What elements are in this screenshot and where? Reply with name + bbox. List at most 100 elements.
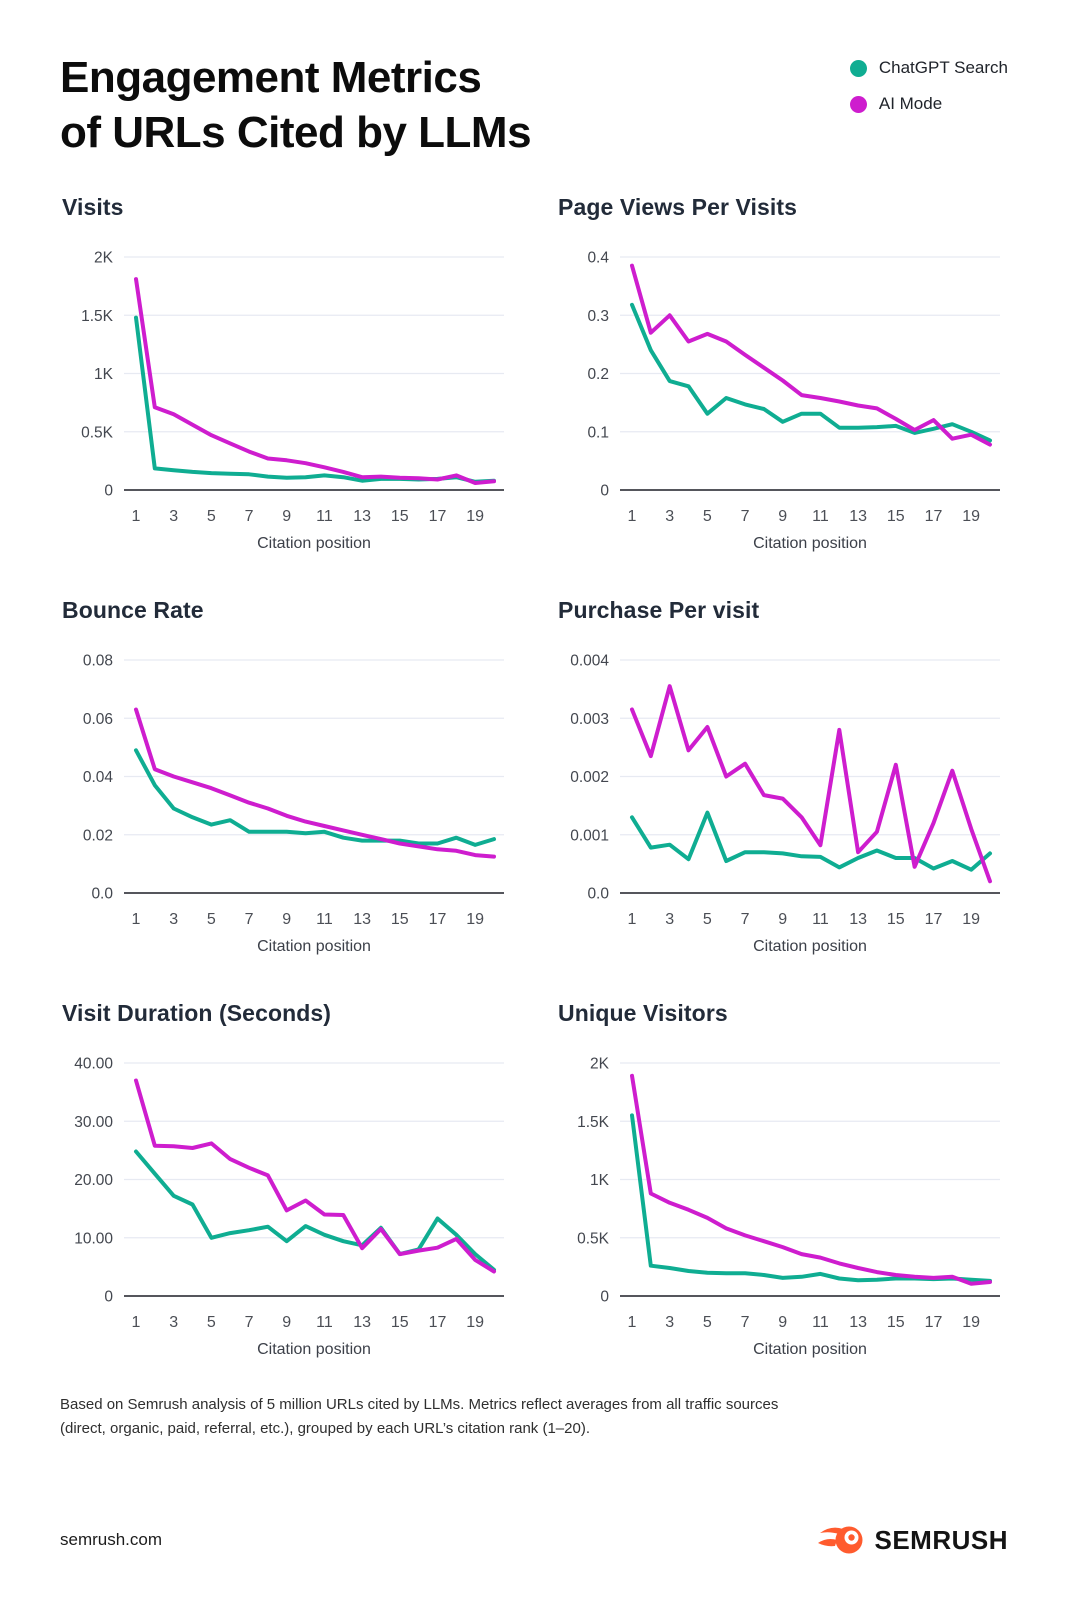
- x-tick-label: 9: [282, 1314, 291, 1331]
- x-tick-label: 7: [741, 508, 750, 525]
- x-tick-label: 17: [429, 1314, 447, 1331]
- y-tick-label: 30.00: [74, 1114, 113, 1131]
- x-tick-label: 11: [316, 1314, 333, 1331]
- footnote-line2: (direct, organic, paid, referral, etc.),…: [60, 1420, 590, 1437]
- y-tick-label: 0.08: [83, 653, 113, 670]
- y-tick-label: 0.0: [587, 886, 609, 903]
- x-tick-label: 9: [778, 1314, 787, 1331]
- chatgpt-series-line: [134, 315, 496, 484]
- x-tick-label: 1: [628, 1314, 637, 1331]
- x-tick-label: 11: [316, 508, 333, 525]
- footer: semrush.com SEMRUSH: [60, 1524, 1008, 1556]
- x-tick-label: 19: [466, 911, 484, 928]
- x-axis-title: Citation position: [753, 1341, 867, 1358]
- x-tick-label: 11: [812, 1314, 829, 1331]
- x-tick-label: 11: [812, 508, 829, 525]
- visit-duration-chart-block: Visit Duration (Seconds) 0 10.00 20.00 30.0…: [60, 1000, 512, 1359]
- x-tick-label: 3: [665, 508, 674, 525]
- x-tick-label: 7: [245, 508, 254, 525]
- x-tick-label: 11: [812, 911, 829, 928]
- x-tick-label: 19: [466, 1314, 484, 1331]
- y-tick-label: 2K: [94, 250, 114, 267]
- unique-visitors-chart-title: Unique Visitors: [558, 1000, 728, 1026]
- x-tick-label: 7: [245, 911, 254, 928]
- visit-duration-chart-title: Visit Duration (Seconds): [62, 1000, 332, 1026]
- legend-label-chatgpt-search: ChatGPT Search: [878, 58, 1008, 77]
- chatgpt-series-line: [630, 810, 992, 872]
- y-tick-label: 0.004: [570, 653, 609, 670]
- x-tick-label: 19: [466, 508, 484, 525]
- chatgpt-series-line: [134, 1149, 496, 1272]
- x-tick-label: 5: [207, 1314, 216, 1331]
- unique-visitors-chart-block: Unique Visitors 0 0.5K 1K 1.5K 2K 1 3 5 7 9 11 13 15…: [556, 1000, 1008, 1359]
- x-tick-label: 15: [391, 1314, 409, 1331]
- ai-mode-dot-icon: [849, 95, 867, 113]
- semrush-logo: SEMRUSH: [817, 1524, 1008, 1556]
- x-tick-label: 19: [962, 1314, 980, 1331]
- x-tick-label: 13: [353, 508, 371, 525]
- y-tick-label: 0.06: [83, 711, 113, 728]
- x-tick-label: 13: [353, 1314, 371, 1331]
- y-tick-label: 0.001: [570, 827, 609, 844]
- x-axis-title: Citation position: [753, 535, 867, 552]
- y-tick-label: 0.02: [83, 827, 113, 844]
- visits-chart-block: Visits 0 0.5K 1K 1.5K 2K 1 3 5 7 9 11 13 15 17 19 Citat…: [60, 194, 512, 553]
- x-axis-title: Citation position: [257, 535, 371, 552]
- y-tick-label: 1.5K: [577, 1114, 610, 1131]
- x-axis-title: Citation position: [257, 938, 371, 955]
- x-tick-label: 1: [628, 911, 637, 928]
- bounce-rate-chart: 0.00.020.040.060.081 3 5 7 9 11 13 15 17 19Citati…: [83, 653, 504, 955]
- bounce-rate-chart-title: Bounce Rate: [62, 597, 204, 623]
- x-tick-label: 3: [169, 911, 178, 928]
- x-tick-label: 11: [316, 911, 333, 928]
- x-tick-label: 1: [628, 508, 637, 525]
- x-tick-label: 9: [282, 911, 291, 928]
- x-tick-label: 13: [849, 508, 867, 525]
- y-tick-label: 20.00: [74, 1172, 113, 1189]
- aimode-series-line: [134, 277, 496, 485]
- x-tick-label: 17: [429, 911, 447, 928]
- footnote: Based on Semrush analysis of 5 million U…: [60, 1393, 800, 1441]
- legend: ChatGPT Search AI Mode: [849, 58, 1008, 114]
- charts-grid: Visits 0 0.5K 1K 1.5K 2K 1 3 5 7 9 11 13 15 17 19 Citat…: [60, 194, 1008, 1359]
- x-tick-label: 19: [962, 508, 980, 525]
- legend-label-ai-mode: AI Mode: [878, 94, 943, 113]
- y-tick-label: 2K: [590, 1056, 610, 1073]
- aimode-series-line: [630, 1073, 992, 1286]
- semrush-flame-icon: [818, 1526, 863, 1554]
- x-tick-label: 5: [703, 911, 712, 928]
- y-tick-label: 0.3: [587, 308, 609, 325]
- aimode-series-line: [630, 684, 992, 884]
- x-tick-label: 9: [282, 508, 291, 525]
- x-tick-label: 1: [132, 1314, 141, 1331]
- page-views-chart-title: Page Views Per Visits: [558, 194, 798, 220]
- x-tick-label: 19: [962, 911, 980, 928]
- footnote-line1: Based on Semrush analysis of 5 million U…: [60, 1396, 779, 1413]
- legend-item-chatgpt-search: ChatGPT Search: [849, 58, 1008, 78]
- page-title: Engagement Metrics of URLs Cited by LLMs: [60, 50, 532, 160]
- x-tick-label: 15: [887, 508, 905, 525]
- page-views-chart-block: Page Views Per Visits 0 0.1 0.2 0.3 0.4 1 3 5 7 9…: [556, 194, 1008, 553]
- x-tick-label: 5: [207, 911, 216, 928]
- page-title-line2: of URLs Cited by LLMs: [60, 108, 532, 157]
- semrush-site-link[interactable]: semrush.com: [60, 1530, 163, 1549]
- x-tick-label: 7: [741, 1314, 750, 1331]
- x-tick-label: 17: [925, 911, 943, 928]
- x-tick-label: 15: [887, 911, 905, 928]
- x-tick-label: 3: [665, 1314, 674, 1331]
- x-axis-title: Citation position: [753, 938, 867, 955]
- semrush-logo-text: SEMRUSH: [874, 1524, 1008, 1555]
- x-tick-label: 17: [925, 1314, 943, 1331]
- y-tick-label: 0: [104, 1289, 113, 1306]
- purchase-per-visit-chart-block: Purchase Per visit 0.0 0.001 0.002 0.003 0.0…: [556, 597, 1008, 956]
- x-tick-label: 17: [429, 508, 447, 525]
- y-tick-label: 0.003: [570, 711, 609, 728]
- y-tick-label: 1K: [590, 1172, 610, 1189]
- y-tick-label: 10.00: [74, 1230, 113, 1247]
- x-tick-label: 7: [741, 911, 750, 928]
- x-tick-label: 5: [207, 508, 216, 525]
